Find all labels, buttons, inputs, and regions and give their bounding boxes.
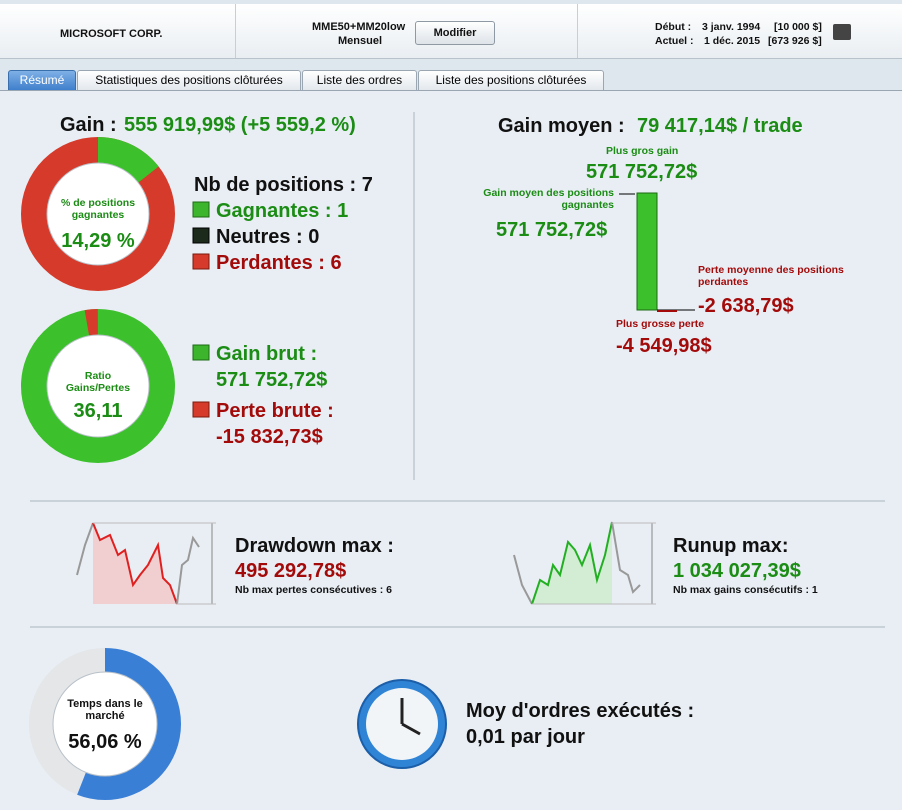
- drawdown-label: Drawdown max :: [235, 535, 394, 557]
- runup-note: Nb max gains consécutifs : 1: [673, 584, 818, 596]
- gain-label: Gain :: [60, 114, 117, 136]
- losing: Perdantes : 6: [216, 252, 342, 274]
- win-rate-value: 14,29 %: [61, 230, 135, 252]
- drawdown-value: 495 292,78$: [235, 560, 347, 582]
- gross-loss-label: Perte brute :: [216, 400, 334, 422]
- donut-win: [21, 137, 175, 291]
- runup-label: Runup max:: [673, 535, 789, 557]
- ratio-label: Ratio Gains/Pertes: [65, 370, 131, 394]
- max-loss: -4 549,98$: [616, 335, 712, 357]
- drawdown-line: [92, 522, 178, 605]
- market-time-value: 56,06 %: [68, 731, 142, 753]
- donut-center: [46, 334, 150, 438]
- avg-value: 79 417,14$ / trade: [637, 115, 803, 137]
- gross-loss: -15 832,73$: [216, 426, 323, 448]
- current-label: Actuel :: [655, 35, 694, 47]
- ratio-value: 36,11: [73, 400, 123, 422]
- period: Mensuel: [338, 35, 383, 47]
- runup-line: [531, 521, 613, 605]
- legend-win: [192, 201, 210, 218]
- donut-in: [29, 648, 181, 800]
- orders-value: 0,01 par jour: [466, 726, 585, 748]
- strategy: MME50+MM20low: [312, 21, 406, 33]
- max-gain: 571 752,72$: [586, 161, 698, 183]
- clock-hand: [401, 722, 421, 736]
- avg-win: 571 752,72$: [496, 219, 608, 241]
- max-gain-label: Plus gros gain: [606, 145, 679, 157]
- start-capital: [10 000 $]: [774, 21, 822, 33]
- gross-gain: 571 752,72$: [216, 369, 328, 391]
- tab[interactable]: Liste des positions clôturées: [418, 70, 604, 90]
- spark-line: [176, 535, 200, 605]
- neutral: Neutres : 0: [216, 226, 320, 248]
- start-date: 3 janv. 1994: [702, 21, 761, 33]
- tab[interactable]: Statistiques des positions clôturées: [77, 70, 301, 90]
- current-capital: [673 926 $]: [768, 35, 822, 47]
- company: MICROSOFT CORP.: [60, 28, 163, 40]
- spark-line: [611, 521, 641, 594]
- winning: Gagnantes : 1: [216, 200, 349, 222]
- spark-line: [513, 554, 533, 605]
- avg-label: Gain moyen :: [498, 115, 625, 137]
- tab[interactable]: Résumé: [8, 70, 76, 90]
- legend-gain: [192, 344, 210, 361]
- avg-loss-label: Perte moyenne des positions perdantes: [698, 264, 844, 288]
- donut-center: [52, 671, 158, 777]
- legend-loss: [192, 401, 210, 418]
- max-loss-label: Plus grosse perte: [616, 318, 705, 330]
- drawdown-note: Nb max pertes consécutives : 6: [235, 584, 392, 596]
- print-icon[interactable]: [833, 24, 851, 40]
- donut-loss: [21, 309, 175, 464]
- avg-loss: -2 638,79$: [698, 295, 794, 317]
- avg-win-label: Gain moyen des positions gagnantes: [483, 187, 614, 211]
- current-date: 1 déc. 2015: [704, 35, 761, 47]
- tab[interactable]: Liste des ordres: [302, 70, 417, 90]
- avg-gain-bar: [636, 192, 658, 311]
- legend-neutral: [192, 227, 210, 244]
- drawdown-area: [93, 523, 177, 604]
- positions-count: Nb de positions : 7: [194, 174, 373, 196]
- runup-area: [532, 522, 612, 604]
- modify-button[interactable]: Modifier: [415, 21, 495, 45]
- start-label: Début :: [655, 21, 692, 33]
- win-rate-label: % de positions gagnantes: [60, 197, 136, 221]
- spark-line: [76, 522, 94, 576]
- market-time-label: Temps dans le marché: [67, 698, 143, 722]
- runup-value: 1 034 027,39$: [673, 560, 801, 582]
- orders-label: Moy d'ordres exécutés :: [466, 700, 695, 722]
- gross-gain-label: Gain brut :: [216, 343, 318, 365]
- donut-gain: [21, 309, 175, 463]
- legend-loss: [192, 253, 210, 270]
- gain-value: 555 919,99$ (+5 559,2 %): [124, 114, 356, 136]
- donut-center: [46, 162, 150, 266]
